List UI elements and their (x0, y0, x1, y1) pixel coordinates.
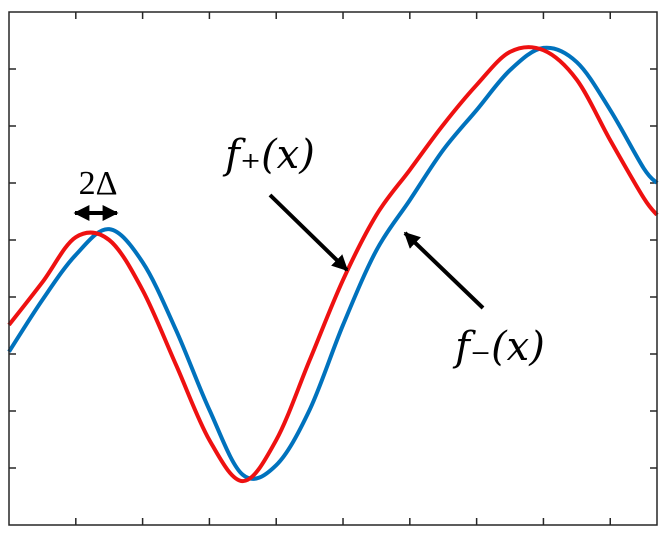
arrow (403, 231, 485, 310)
annotation: f₊(x) (222, 132, 315, 178)
axes-frame (8, 11, 658, 526)
annotation: f₋(x) (452, 324, 545, 370)
series-line (7, 45, 659, 484)
annotation: 2Δ (79, 165, 118, 202)
arrow (268, 193, 349, 272)
plot-area (7, 12, 659, 525)
series-line (7, 45, 659, 481)
